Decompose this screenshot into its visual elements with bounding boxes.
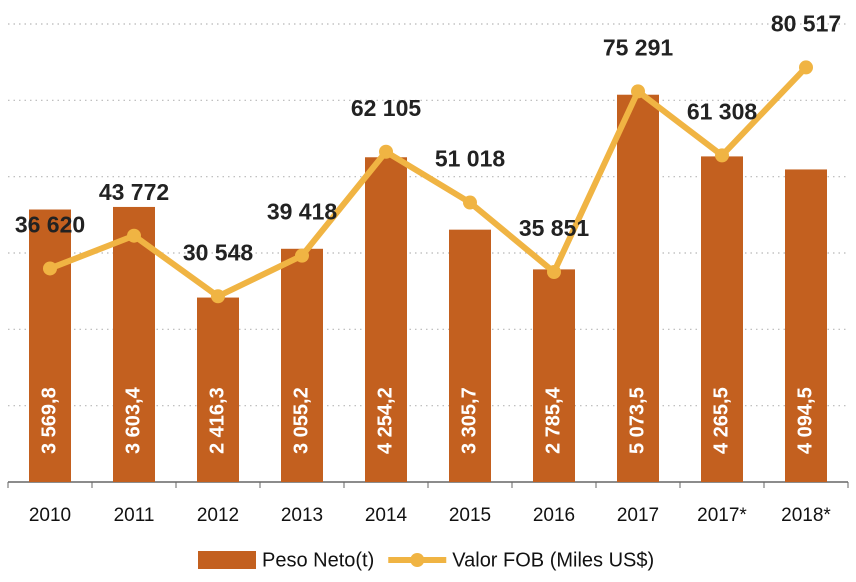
- line-point: [127, 228, 141, 243]
- bar-value-label: 4 265,5: [710, 387, 732, 454]
- line-point: [799, 60, 813, 75]
- bar-value-label: 3 305,7: [458, 387, 480, 454]
- line-value-label: 36 620: [15, 212, 85, 238]
- bar: [113, 206, 155, 482]
- x-tick-label: 2010: [29, 505, 71, 526]
- x-tick-label: 2013: [281, 505, 323, 526]
- line-point: [463, 195, 477, 210]
- line-value-label: 75 291: [603, 34, 674, 60]
- line-point: [715, 148, 729, 163]
- bar: [785, 169, 827, 482]
- bar: [281, 248, 323, 482]
- line-value-label: 51 018: [435, 146, 506, 172]
- line-point: [43, 261, 57, 276]
- line-point: [547, 265, 561, 280]
- bar-value-label: 2 416,3: [206, 387, 228, 454]
- x-tick-label: 2015: [449, 505, 491, 526]
- x-tick-label: 2017: [617, 505, 659, 526]
- bar: [197, 297, 239, 482]
- legend-swatch: [198, 551, 256, 569]
- bar-value-label: 2 785,4: [542, 386, 564, 454]
- x-tick-label: 2018*: [781, 505, 831, 526]
- bar-value-label: 4 254,2: [374, 387, 396, 454]
- line-value-label: 43 772: [99, 179, 169, 205]
- line-value-label: 30 548: [183, 239, 254, 265]
- legend-label: Peso Neto(t): [262, 549, 374, 571]
- bar: [365, 157, 407, 482]
- x-tick-label: 2011: [114, 505, 155, 526]
- x-tick-label: 2017*: [697, 505, 747, 526]
- line-point: [379, 144, 393, 159]
- line-value-label: 62 105: [351, 95, 422, 121]
- line-point: [211, 289, 225, 304]
- bar-value-label: 3 569,8: [38, 387, 60, 454]
- x-tick-label: 2012: [197, 505, 239, 526]
- bar-value-label: 3 603,4: [122, 386, 144, 454]
- bar-value-label: 3 055,2: [290, 387, 312, 454]
- line-value-label: 61 308: [687, 98, 758, 124]
- bar: [449, 229, 491, 482]
- line-value-label: 39 418: [267, 199, 338, 225]
- x-tick-label: 2014: [365, 505, 408, 526]
- bar-value-label: 4 094,5: [794, 387, 816, 454]
- bar: [533, 269, 575, 482]
- line-point: [295, 248, 309, 263]
- line-value-label: 35 851: [519, 215, 590, 241]
- legend-swatch-marker: [410, 553, 425, 567]
- bar: [701, 156, 743, 483]
- line: [48, 65, 809, 300]
- x-tick-label: 2016: [533, 505, 575, 526]
- line-point: [631, 84, 645, 99]
- bar: [29, 209, 71, 483]
- bar-value-label: 5 073,5: [626, 387, 648, 454]
- bar: [617, 94, 659, 482]
- legend-label: Valor FOB (Miles US$): [452, 549, 654, 571]
- line-value-label: 80 517: [771, 11, 841, 37]
